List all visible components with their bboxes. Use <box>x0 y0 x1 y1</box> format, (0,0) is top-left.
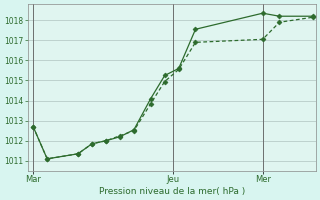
X-axis label: Pression niveau de la mer( hPa ): Pression niveau de la mer( hPa ) <box>99 187 245 196</box>
